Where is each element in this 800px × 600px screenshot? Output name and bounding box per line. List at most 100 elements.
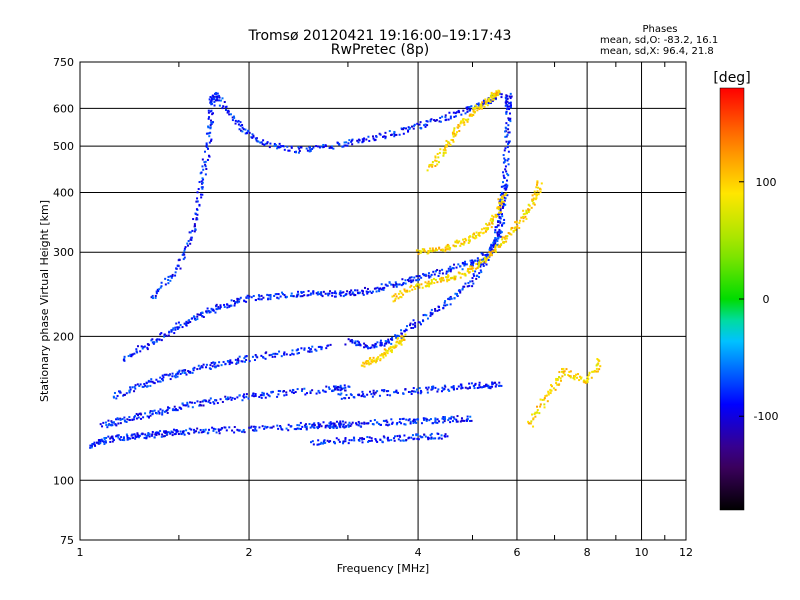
data-point	[397, 341, 400, 344]
data-point	[431, 312, 434, 315]
data-point	[278, 142, 281, 145]
data-point	[464, 282, 467, 285]
data-point	[489, 246, 492, 249]
data-point	[163, 410, 166, 413]
data-point	[161, 409, 164, 412]
data-point	[445, 139, 448, 142]
data-point	[464, 112, 467, 115]
data-point	[135, 348, 138, 351]
data-point	[452, 386, 455, 389]
data-point	[296, 424, 299, 427]
data-point	[377, 356, 380, 359]
data-point	[450, 415, 453, 418]
data-point	[146, 415, 149, 418]
data-point	[318, 293, 321, 296]
data-point	[487, 256, 490, 259]
data-point	[274, 293, 277, 296]
data-point	[310, 350, 313, 353]
data-point	[215, 431, 218, 434]
data-point	[458, 111, 461, 114]
data-point	[365, 422, 368, 425]
data-point	[221, 97, 224, 100]
data-point	[363, 342, 366, 345]
data-point	[555, 377, 558, 380]
data-point	[461, 419, 464, 422]
data-point	[181, 402, 184, 405]
data-point	[165, 373, 168, 376]
data-point	[524, 215, 527, 218]
data-point	[499, 230, 502, 233]
data-point	[376, 341, 379, 344]
data-point	[300, 291, 303, 294]
data-point	[451, 386, 454, 389]
data-point	[254, 137, 257, 140]
data-point	[161, 433, 164, 436]
data-point	[539, 188, 542, 191]
data-point	[208, 311, 211, 314]
data-point	[236, 301, 239, 304]
data-point	[372, 137, 375, 140]
data-point	[171, 372, 174, 375]
data-point	[462, 243, 465, 246]
data-point	[422, 417, 425, 420]
data-point	[490, 91, 493, 94]
data-point	[309, 148, 312, 151]
data-point	[450, 297, 453, 300]
data-point	[442, 304, 445, 307]
data-point	[105, 424, 108, 427]
data-point	[189, 242, 192, 245]
data-point	[478, 386, 481, 389]
data-point	[468, 114, 471, 117]
data-point	[434, 386, 437, 389]
data-point	[483, 257, 486, 260]
data-point	[123, 393, 126, 396]
data-point	[146, 346, 149, 349]
data-point	[367, 347, 370, 350]
data-point	[173, 409, 176, 412]
data-point	[439, 148, 442, 151]
data-point	[448, 278, 451, 281]
data-point	[154, 431, 157, 434]
data-point	[112, 421, 115, 424]
data-point	[508, 95, 511, 98]
data-point	[370, 346, 373, 349]
data-point	[273, 142, 276, 145]
data-point	[455, 266, 458, 269]
data-point	[134, 414, 137, 417]
data-point	[338, 293, 341, 296]
data-point	[479, 104, 482, 107]
data-point	[373, 345, 376, 348]
data-point	[201, 315, 204, 318]
data-point	[455, 418, 458, 421]
data-point	[189, 231, 192, 234]
data-point	[298, 147, 301, 150]
data-point	[302, 290, 305, 293]
data-point	[444, 116, 447, 119]
data-point	[408, 126, 411, 129]
data-point	[159, 429, 162, 432]
data-point	[177, 326, 180, 329]
data-point	[130, 353, 133, 356]
data-point	[525, 209, 528, 212]
data-point	[254, 299, 257, 302]
data-point	[206, 158, 209, 161]
data-point	[344, 144, 347, 147]
data-point	[158, 338, 161, 341]
data-point	[438, 269, 441, 272]
data-point	[395, 295, 398, 298]
data-point	[414, 321, 417, 324]
data-point	[505, 95, 508, 98]
data-point	[474, 382, 477, 385]
data-point	[417, 321, 420, 324]
data-point	[309, 293, 312, 296]
data-point	[562, 371, 565, 374]
data-point	[470, 114, 473, 117]
data-point	[366, 422, 369, 425]
data-point	[126, 436, 129, 439]
data-point	[484, 100, 487, 103]
data-point	[583, 379, 586, 382]
data-point	[443, 434, 446, 437]
data-point	[174, 328, 177, 331]
data-point	[390, 439, 393, 442]
data-point	[127, 355, 130, 358]
